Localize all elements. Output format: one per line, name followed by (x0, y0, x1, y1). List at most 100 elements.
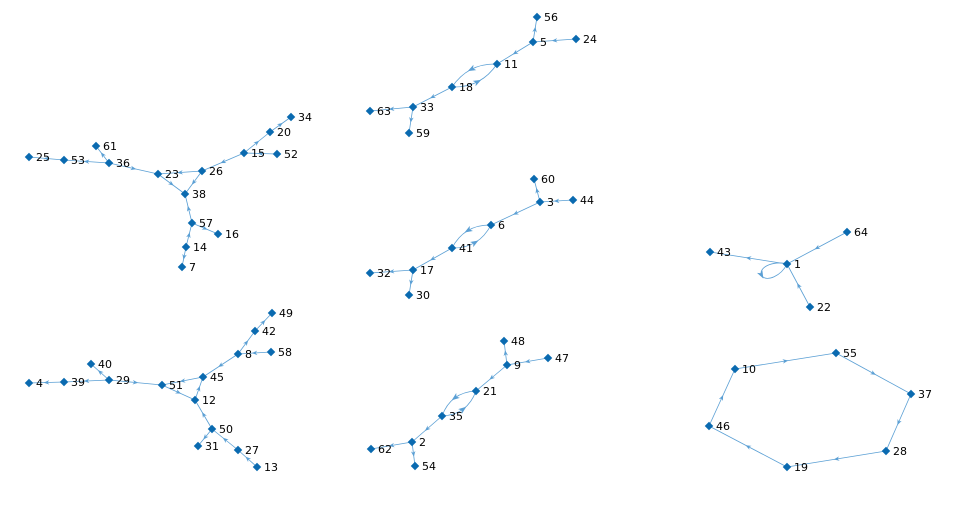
node-label: 2 (419, 436, 426, 449)
node-label: 27 (245, 444, 259, 457)
node-marker (529, 174, 539, 184)
node-label: 23 (165, 168, 179, 181)
graph-node-61: 61 (91, 140, 117, 153)
edge-64-1 (786, 231, 848, 265)
graph-node-31: 31 (193, 440, 219, 453)
node-label: 46 (716, 420, 730, 433)
edge-41-17 (412, 247, 453, 271)
node-marker (267, 308, 277, 318)
graph-node-19: 19 (782, 461, 808, 474)
edge-8-45 (202, 353, 239, 378)
node-label: 43 (717, 246, 731, 259)
graph-node-60: 60 (529, 173, 555, 186)
node-marker (198, 372, 208, 382)
node-label: 6 (498, 219, 505, 232)
edge-37-28 (885, 393, 912, 452)
node-label: 28 (893, 445, 907, 458)
node-marker (157, 380, 167, 390)
graph-node-22: 22 (805, 301, 831, 314)
node-marker (177, 262, 187, 272)
edge-3-6 (490, 201, 541, 226)
graph-node-24: 24 (571, 33, 597, 46)
edge-45-51 (161, 376, 204, 386)
edge-14-57 (185, 222, 193, 248)
graph-node-5: 5 (528, 36, 547, 49)
edge-23-38 (157, 173, 186, 195)
node-label: 63 (377, 105, 391, 118)
edge-44-3 (539, 198, 574, 204)
graph-node-14: 14 (181, 241, 207, 254)
edge-53-25 (28, 156, 65, 161)
node-marker (571, 34, 581, 44)
node-marker (471, 386, 481, 396)
node-label: 22 (817, 301, 831, 314)
node-label: 15 (251, 147, 265, 160)
node-marker (24, 152, 34, 162)
edge-arrow-35-21 (458, 406, 467, 414)
edge-36-61 (95, 145, 110, 164)
node-label: 34 (298, 111, 312, 124)
edge-1-1 (760, 262, 788, 279)
graph-node-20: 20 (265, 126, 291, 139)
graph-node-15: 15 (239, 147, 265, 160)
node-marker (447, 243, 457, 253)
node-marker (59, 155, 69, 165)
node-label: 3 (547, 196, 554, 209)
edge-50-12 (194, 399, 213, 430)
node-label: 60 (541, 173, 555, 186)
graph-node-4: 4 (24, 377, 43, 390)
node-marker (366, 444, 376, 454)
node-marker (543, 353, 553, 363)
node-label: 39 (71, 376, 85, 389)
graph-node-34: 34 (286, 111, 312, 124)
node-marker (59, 377, 69, 387)
node-marker (286, 112, 296, 122)
node-marker (528, 37, 538, 47)
node-label: 13 (264, 461, 278, 474)
node-label: 51 (169, 379, 183, 392)
graph-node-27: 27 (233, 444, 259, 457)
node-label: 20 (277, 126, 291, 139)
edge-20-34 (269, 116, 292, 133)
node-label: 16 (225, 228, 239, 241)
node-label: 4 (36, 377, 43, 390)
graph-node-50: 50 (207, 423, 233, 436)
node-marker (265, 127, 275, 137)
graph-node-37: 37 (906, 388, 932, 401)
node-label: 21 (483, 385, 497, 398)
graph-node-62: 62 (366, 443, 392, 456)
node-label: 32 (377, 267, 391, 280)
graph-node-17: 17 (408, 264, 434, 277)
node-marker (239, 148, 249, 158)
graph-node-35: 35 (437, 410, 463, 423)
edge-33-59 (408, 106, 414, 134)
node-marker (499, 336, 509, 346)
node-marker (104, 158, 114, 168)
node-marker (492, 59, 502, 69)
edge-22-1 (786, 263, 811, 308)
edge-27-50 (211, 428, 239, 451)
graph-node-11: 11 (492, 58, 518, 71)
node-label: 58 (278, 346, 292, 359)
edge-29-51 (108, 379, 163, 386)
graph-node-33: 33 (408, 101, 434, 114)
edge-36-23 (108, 162, 159, 175)
node-marker (568, 195, 578, 205)
edge-24-5 (532, 38, 577, 43)
edge-29-40 (90, 363, 110, 381)
edge-18-33 (412, 86, 453, 108)
node-label: 61 (103, 140, 117, 153)
edge-52-15 (243, 151, 278, 156)
node-label: 35 (449, 410, 463, 423)
node-marker (193, 441, 203, 451)
edge-47-9 (506, 357, 549, 366)
node-marker (437, 411, 447, 421)
edge-5-11 (496, 41, 534, 65)
graph-node-8: 8 (233, 348, 252, 361)
node-label: 12 (202, 394, 216, 407)
edge-12-45 (194, 376, 204, 401)
edge-46-10 (708, 368, 736, 427)
node-marker (250, 326, 260, 336)
graph-node-36: 36 (104, 157, 130, 170)
